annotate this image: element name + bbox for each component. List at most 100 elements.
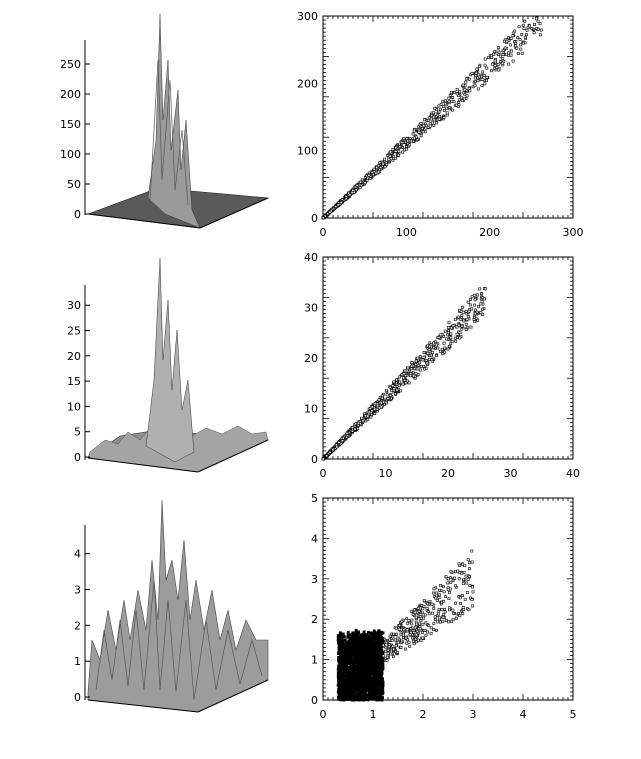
scatter-point xyxy=(445,619,448,623)
scatter-point xyxy=(379,405,383,409)
scatter-point xyxy=(431,351,434,354)
scatter-point xyxy=(450,620,454,623)
scatter-point xyxy=(522,27,526,31)
scatter-point xyxy=(497,68,501,72)
scatter-x-tick-label: 40 xyxy=(566,467,580,480)
scatter-point xyxy=(353,427,357,431)
scatter-point xyxy=(337,656,340,659)
scatter-point xyxy=(467,608,471,612)
scatter-point xyxy=(528,24,531,28)
scatter-point xyxy=(522,41,525,45)
scatter-point xyxy=(424,621,428,625)
scatter-point xyxy=(362,632,365,636)
scatter-point xyxy=(475,310,479,314)
scatter-point xyxy=(404,647,407,651)
scatter-point xyxy=(361,419,365,423)
scatter-point xyxy=(422,355,426,359)
scatter-point xyxy=(432,587,436,591)
scatter-point xyxy=(375,407,379,411)
scatter-x-tick-label: 2 xyxy=(420,708,427,721)
scatter-point xyxy=(443,610,447,614)
scatter-point xyxy=(374,637,378,641)
scatter-point xyxy=(402,137,406,140)
scatter-point xyxy=(391,644,395,648)
surface-z-tick-label: 4 xyxy=(74,548,81,561)
scatter-point xyxy=(385,659,389,662)
scatter-point xyxy=(361,672,365,676)
scatter-point xyxy=(466,300,470,304)
scatter-point xyxy=(376,676,380,680)
scatter-point xyxy=(341,679,345,683)
scatter-point xyxy=(451,608,455,612)
scatter-point xyxy=(401,633,405,637)
scatter-point xyxy=(347,684,351,688)
scatter-point xyxy=(455,325,459,329)
scatter-point xyxy=(356,646,360,650)
scatter-x-tick-label: 100 xyxy=(396,226,417,239)
scatter-point xyxy=(431,611,434,615)
scatter-point xyxy=(446,347,450,351)
scatter-point xyxy=(328,450,332,454)
scatter-point xyxy=(446,581,450,585)
scatter-point xyxy=(379,166,382,170)
scatter-point xyxy=(536,19,540,23)
scatter-point xyxy=(361,684,365,687)
scatter-point xyxy=(427,116,431,120)
scatter-point xyxy=(375,653,378,657)
scatter-point xyxy=(397,383,401,387)
scatter-point xyxy=(373,402,377,406)
surface-z-tick-label: 250 xyxy=(60,58,81,71)
scatter-point xyxy=(349,665,352,669)
scatter-point xyxy=(381,162,385,166)
scatter-point xyxy=(344,666,348,670)
scatter-point xyxy=(453,576,457,580)
scatter-point xyxy=(356,669,360,673)
scatter-point xyxy=(458,98,461,102)
scatter-point xyxy=(464,77,468,81)
scatter-point xyxy=(362,646,366,650)
scatter-point xyxy=(340,647,344,651)
scatter-point xyxy=(378,668,382,672)
surface-plot-3: 0 1 2 3 4 xyxy=(74,499,269,713)
scatter-point xyxy=(437,593,441,597)
scatter-point xyxy=(469,298,472,301)
scatter-point xyxy=(493,66,496,70)
scatter-point xyxy=(461,99,464,103)
scatter-point xyxy=(404,636,408,640)
scatter-point xyxy=(321,216,325,220)
scatter-point xyxy=(449,580,453,584)
surface-3-ridges xyxy=(95,579,263,701)
scatter-point xyxy=(368,407,372,410)
scatter-point xyxy=(350,636,353,640)
scatter-point xyxy=(336,203,340,207)
scatter-point xyxy=(458,90,462,94)
scatter-point xyxy=(447,321,451,325)
scatter-point xyxy=(457,577,461,581)
scatter-point xyxy=(359,682,363,685)
scatter-point xyxy=(513,29,517,33)
scatter-point xyxy=(450,340,454,343)
scatter-point xyxy=(352,679,356,683)
scatter-point xyxy=(416,606,420,610)
scatter-point xyxy=(348,676,352,680)
scatter-point xyxy=(483,63,487,67)
scatter-point xyxy=(507,51,511,55)
scatter-point xyxy=(484,287,487,291)
scatter-point xyxy=(384,161,388,164)
scatter-point xyxy=(449,570,453,573)
scatter-point xyxy=(397,627,401,631)
scatter-point xyxy=(532,31,536,35)
scatter-point xyxy=(395,378,399,382)
surface-z-tick-label: 3 xyxy=(74,584,81,597)
surface-z-tick-label: 1 xyxy=(74,655,81,668)
scatter-point xyxy=(474,74,478,78)
scatter-point xyxy=(457,103,461,107)
scatter-point xyxy=(430,114,434,117)
scatter-point xyxy=(514,42,517,45)
scatter-point xyxy=(391,635,395,639)
scatter-y-tick-label: 200 xyxy=(297,77,318,90)
surface-3-body xyxy=(87,499,269,713)
scatter-point xyxy=(411,132,415,136)
scatter-point xyxy=(434,112,438,116)
scatter-point xyxy=(425,361,429,365)
